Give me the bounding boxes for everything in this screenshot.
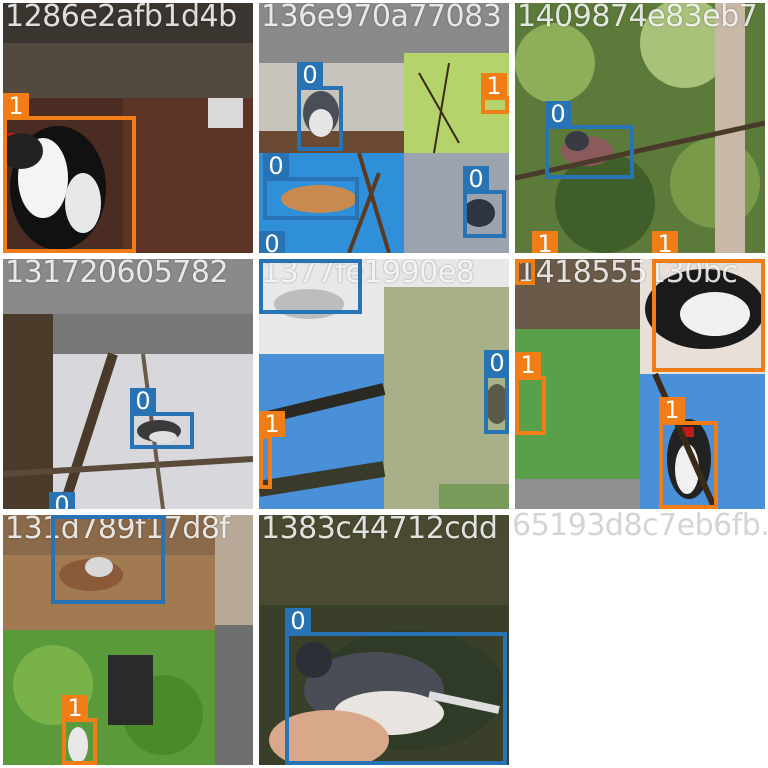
bbox-class-1 [62,718,97,765]
bbox-label: 0 [49,492,75,509]
bbox-class-1 [515,259,535,285]
bbox-label: 1 [62,695,88,721]
mosaic-tile: 131720605782 0 0 [3,259,253,509]
bbox-label: 0 [484,350,509,376]
bbox-class-0 [545,125,634,179]
bbox-label: 0 [297,62,323,88]
bbox-label: 1 [659,397,685,423]
image-filename: 1286e2afb1d4b [5,3,237,34]
mosaic-tile: 1377fe1990e8 0 1 0 [259,259,509,509]
bbox-label: 1 [259,411,285,437]
bbox-class-0 [484,374,509,434]
mosaic-tile: 136e970a77083 0 1 0 0 0 [259,3,509,253]
image-filename: 1409874e83eb7 [517,3,758,34]
bird-photo [3,259,253,509]
bbox-class-1 [259,435,272,489]
mosaic-tile: 1418555130bc 1 1 1 [515,259,765,509]
bbox-label: 0 [259,231,285,253]
image-filename: 131d789f17d8f [5,515,230,546]
bbox-class-1 [652,259,765,372]
bird-photo [3,515,253,765]
bbox-class-0 [463,190,506,238]
bbox-class-0 [51,515,165,604]
image-filename: 136e970a77083 [261,3,502,34]
image-filename: 1383c44712cdd [261,515,498,546]
mosaic-tile: 131d789f17d8f 0 1 [3,515,253,765]
bbox-label: 0 [263,153,289,179]
bbox-class-1 [3,116,136,253]
image-filename: 1377fe1990e8 [261,259,475,290]
image-filename: 65193d8c7eb6fb.jpg [512,512,768,543]
bbox-label: 0 [463,166,489,192]
bbox-class-1 [515,376,546,435]
bbox-label: 1 [3,93,29,119]
bbox-class-0 [130,412,194,449]
image-filename: 1418555130bc [517,259,738,290]
bird-photo [259,515,509,765]
bbox-class-0 [285,632,507,765]
mosaic-tile: 1409874e83eb7 0 1 1 [515,3,765,253]
mosaic-tile: 1286e2afb1d4b 1 [3,3,253,253]
bbox-label: 1 [481,73,507,99]
bbox-label: 0 [130,388,156,414]
bbox-label: 0 [285,608,311,634]
image-filename-overflow: 65193d8c7eb6fb.jpg [512,512,768,552]
image-filename: 131720605782 [5,259,229,290]
bbox-label: 0 [545,101,571,127]
bbox-class-0 [263,177,359,220]
bbox-class-0 [259,259,362,314]
bbox-label: 1 [515,352,541,378]
bbox-class-0 [297,86,343,151]
bird-photo [515,3,765,253]
mosaic-tile: 1383c44712cdd 0 [259,515,509,765]
bird-photo [3,3,253,253]
bbox-class-1 [659,421,718,509]
bbox-label: 1 [532,231,558,253]
bbox-label: 1 [652,231,678,253]
